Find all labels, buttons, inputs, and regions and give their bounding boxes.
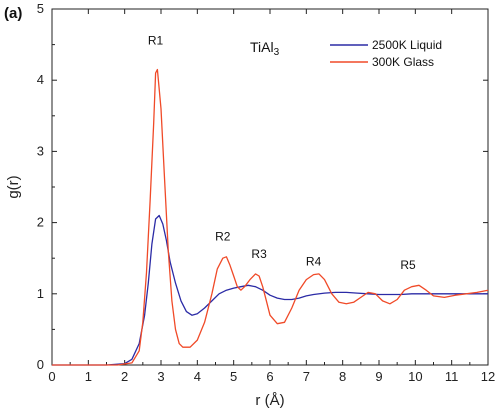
series-lines <box>52 68 489 366</box>
legend: 2500K Liquid 300K Glass <box>330 38 442 69</box>
peak-label: R2 <box>215 229 231 243</box>
x-tick-label: 10 <box>408 369 422 384</box>
y-tick-label: 1 <box>37 286 44 301</box>
x-tick-label: 1 <box>85 369 92 384</box>
y-axis-title: g(r) <box>5 175 22 198</box>
x-tick-label: 5 <box>230 369 237 384</box>
peak-label: R4 <box>306 254 322 268</box>
x-tick-label: 12 <box>481 369 495 384</box>
y-tick-label: 4 <box>37 72 44 87</box>
peak-label: R3 <box>251 247 267 261</box>
legend-label-glass: 300K Glass <box>372 55 434 69</box>
compound-label: TiAl3 <box>250 39 280 58</box>
x-tick-label: 0 <box>48 369 55 384</box>
x-tick-label: 6 <box>266 369 273 384</box>
x-tick-label: 9 <box>375 369 382 384</box>
x-axis-title: r (Å) <box>255 392 284 409</box>
peak-label: R1 <box>148 34 164 48</box>
y-tick-label: 0 <box>37 357 44 372</box>
x-tick-label: 3 <box>157 369 164 384</box>
peak-label: R5 <box>400 258 416 272</box>
peak-annotations: R1 R2 R3 R4 R5 <box>148 34 416 272</box>
x-tick-label: 4 <box>194 369 201 384</box>
y-tick-label: 5 <box>37 1 44 16</box>
y-tick-label: 3 <box>37 143 44 158</box>
x-tick-label: 7 <box>303 369 310 384</box>
panel-label: (a) <box>4 5 22 22</box>
y-tick-label: 2 <box>37 215 44 230</box>
x-axis: 0 1 2 3 4 5 6 7 8 9 10 11 12 <box>48 9 495 384</box>
series-line-liquid <box>52 214 488 366</box>
x-tick-label: 2 <box>121 369 128 384</box>
y-axis: 0 1 2 3 4 5 <box>37 1 488 372</box>
series-line-glass <box>52 68 489 366</box>
x-tick-label: 8 <box>339 369 346 384</box>
x-tick-label: 11 <box>445 369 459 384</box>
legend-label-liquid: 2500K Liquid <box>372 38 442 52</box>
